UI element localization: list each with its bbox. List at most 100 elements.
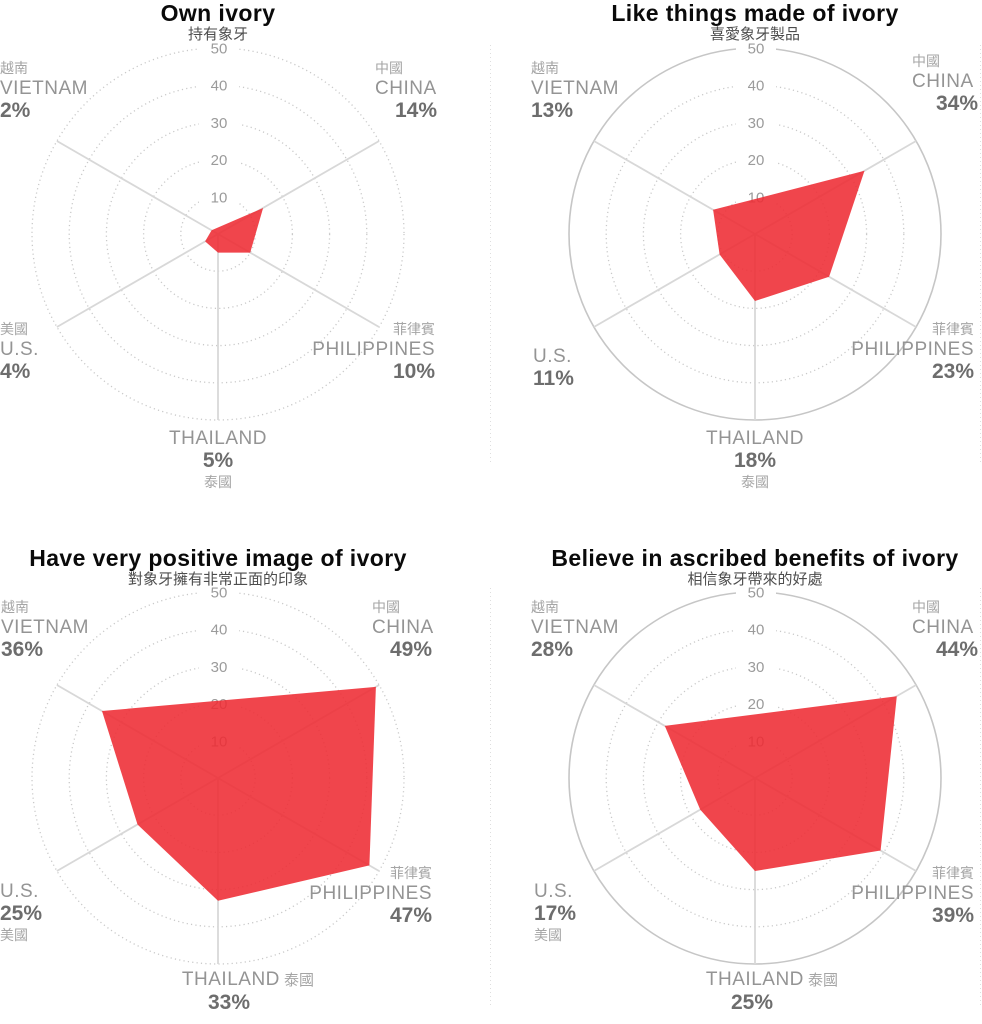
label-vietnam-chart1: 越南 VIETNAM 2% bbox=[0, 58, 88, 122]
tick-label-mask bbox=[199, 188, 239, 206]
tick-label: 30 bbox=[211, 659, 228, 676]
percentage-value: 39% bbox=[931, 904, 974, 927]
country-label: U.S. bbox=[534, 881, 573, 902]
tick-label-mask bbox=[199, 151, 239, 169]
radar-spoke-vietnam bbox=[56, 140, 219, 235]
radar-ring-30 bbox=[105, 121, 331, 347]
radar-polygon-3 bbox=[102, 686, 376, 901]
tick-label: 30 bbox=[748, 659, 765, 676]
country-label: THAILAND bbox=[706, 428, 804, 449]
country-label-en: THAILAND bbox=[181, 969, 280, 990]
tick-label: 50 bbox=[211, 41, 228, 58]
tick-label-mask bbox=[199, 39, 239, 57]
country-label-zh: 菲律賓 bbox=[390, 865, 432, 881]
label-thailand-chart4: THAILAND 泰國 25% bbox=[622, 969, 922, 1014]
country-label: PHILIPPINES bbox=[312, 339, 435, 360]
label-us-chart3: U.S. 25% 美國 bbox=[0, 881, 42, 945]
label-thailand-chart3: THAILAND 泰國 33% bbox=[98, 969, 398, 1014]
chart-subtitle-like-things: 喜愛象牙製品 bbox=[709, 26, 800, 43]
percentage-value: 25% bbox=[730, 991, 774, 1014]
country-label-zh: 美國 bbox=[0, 321, 28, 337]
tick-label: 40 bbox=[211, 622, 228, 639]
chart-title-like-things: Like things made of ivory bbox=[611, 0, 899, 26]
label-vietnam-chart4: 越南 VIETNAM 28% bbox=[531, 597, 619, 661]
country-label: PHILIPPINES bbox=[851, 883, 974, 904]
country-label-zh: 中國 bbox=[375, 60, 403, 76]
label-vietnam-chart2: 越南 VIETNAM 13% bbox=[531, 58, 619, 122]
tick-label: 30 bbox=[748, 115, 765, 132]
chart-subtitle-own-ivory: 持有象牙 bbox=[187, 26, 248, 43]
tick-label: 40 bbox=[748, 622, 765, 639]
chart-title-positive-image: Have very positive image of ivory bbox=[29, 545, 407, 571]
label-us-chart1: 美國 U.S. 4% bbox=[0, 319, 39, 383]
percentage-value: 28% bbox=[531, 638, 574, 661]
percentage-value: 17% bbox=[534, 902, 577, 925]
chart-subtitle-ascribed-benefits: 相信象牙帶來的好處 bbox=[687, 571, 823, 588]
label-thailand-chart1: THAILAND 5% 泰國 bbox=[68, 428, 368, 492]
tick-label-mask bbox=[736, 151, 776, 169]
chart-title-ascribed-benefits: Believe in ascribed benefits of ivory bbox=[551, 545, 959, 571]
percentage-value: 5% bbox=[202, 449, 234, 472]
country-label-zh: 美國 bbox=[534, 927, 562, 943]
tick-label: 20 bbox=[211, 152, 228, 169]
country-label-zh: 菲律賓 bbox=[932, 865, 974, 881]
tick-label-mask bbox=[736, 620, 776, 638]
country-label: CHINA bbox=[375, 78, 437, 99]
radar-polygon-4 bbox=[664, 696, 897, 871]
country-label: VIETNAM bbox=[0, 78, 88, 99]
radar-polygon-2 bbox=[713, 170, 865, 301]
radar-spoke-u.s. bbox=[56, 233, 219, 328]
country-label: VIETNAM bbox=[531, 78, 619, 99]
percentage-value: 36% bbox=[1, 638, 44, 661]
label-us-chart4: U.S. 17% 美國 bbox=[534, 881, 576, 945]
country-label-zh: 越南 bbox=[531, 60, 559, 76]
country-label: U.S. bbox=[0, 881, 39, 902]
percentage-value: 34% bbox=[935, 92, 978, 115]
percentage-value: 14% bbox=[394, 99, 437, 122]
country-label: U.S. bbox=[533, 346, 572, 367]
country-label: VIETNAM bbox=[1, 617, 89, 638]
label-china-chart3: 中國 CHINA 49% bbox=[372, 597, 433, 661]
percentage-value: 2% bbox=[0, 99, 31, 122]
tick-label-mask bbox=[736, 39, 776, 57]
country-label-zh: 中國 bbox=[372, 599, 400, 615]
country-label: VIETNAM bbox=[531, 617, 619, 638]
percentage-value: 13% bbox=[531, 99, 574, 122]
country-label-zh: 美國 bbox=[0, 927, 28, 943]
tick-label-mask bbox=[199, 113, 239, 131]
tick-label: 50 bbox=[211, 585, 228, 602]
tick-label: 50 bbox=[748, 585, 765, 602]
tick-label: 10 bbox=[211, 189, 228, 206]
country-label-zh: 泰國 bbox=[741, 474, 769, 490]
country-label-zh: 泰國 bbox=[279, 972, 315, 989]
chart-subtitle-positive-image: 對象牙擁有非常正面的印象 bbox=[127, 571, 308, 588]
label-philippines-chart3: 菲律賓 PHILIPPINES 47% bbox=[309, 863, 432, 927]
tick-label-mask bbox=[199, 657, 239, 675]
percentage-value: 47% bbox=[389, 904, 432, 927]
country-label-zh: 泰國 bbox=[204, 474, 232, 490]
label-philippines-chart4: 菲律賓 PHILIPPINES 39% bbox=[851, 863, 974, 927]
country-label: PHILIPPINES bbox=[309, 883, 432, 904]
tick-label: 30 bbox=[211, 115, 228, 132]
country-label-zh: 菲律賓 bbox=[393, 321, 435, 337]
radar-polygon-1 bbox=[205, 208, 264, 253]
percentage-value: 23% bbox=[931, 360, 974, 383]
tick-label: 50 bbox=[748, 41, 765, 58]
tick-label: 40 bbox=[748, 78, 765, 95]
tick-label-mask bbox=[199, 583, 239, 601]
label-vietnam-chart3: 越南 VIETNAM 36% bbox=[1, 597, 89, 661]
country-label-en: THAILAND bbox=[705, 969, 804, 990]
label-us-chart2: U.S. 11% bbox=[533, 346, 574, 390]
percentage-value: 49% bbox=[389, 638, 432, 661]
tick-label: 40 bbox=[211, 78, 228, 95]
tick-label-mask bbox=[736, 583, 776, 601]
country-label: U.S. bbox=[0, 339, 39, 360]
country-label-zh: 越南 bbox=[1, 599, 29, 615]
country-label-zh: 菲律賓 bbox=[932, 321, 974, 337]
country-label-zh: 中國 bbox=[912, 599, 940, 615]
tick-label-mask bbox=[736, 657, 776, 675]
radar-ring-20 bbox=[142, 158, 294, 310]
percentage-value: 10% bbox=[392, 360, 435, 383]
country-label: THAILAND 泰國 bbox=[622, 969, 922, 991]
